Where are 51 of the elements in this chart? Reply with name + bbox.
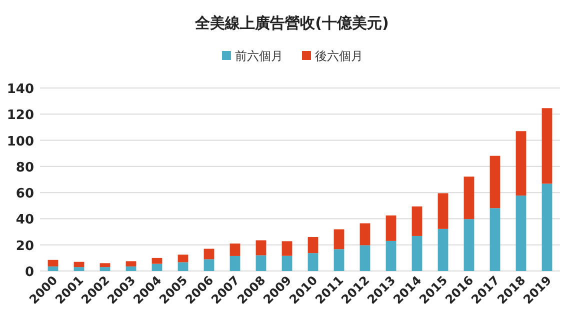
bar bbox=[516, 131, 526, 196]
bar bbox=[48, 266, 58, 271]
y-tick-label: 120 bbox=[6, 108, 34, 124]
bar bbox=[464, 176, 474, 220]
y-tick-label: 0 bbox=[24, 265, 34, 280]
bar bbox=[412, 206, 422, 236]
bar bbox=[152, 258, 162, 264]
y-tick-label: 140 bbox=[6, 82, 34, 97]
bar bbox=[48, 260, 58, 266]
bar bbox=[464, 219, 474, 271]
bar bbox=[204, 259, 214, 271]
bar bbox=[386, 215, 396, 241]
bar bbox=[126, 261, 136, 266]
bar bbox=[438, 228, 448, 271]
bar bbox=[74, 262, 84, 268]
bar bbox=[542, 108, 552, 184]
bar bbox=[230, 244, 240, 256]
bar bbox=[178, 254, 188, 262]
y-tick-label: 80 bbox=[16, 160, 34, 176]
bar bbox=[230, 256, 240, 271]
bar bbox=[360, 223, 370, 246]
bar bbox=[126, 266, 136, 271]
bar bbox=[282, 241, 292, 256]
bar bbox=[334, 229, 344, 250]
bar bbox=[204, 248, 214, 260]
bar bbox=[152, 264, 162, 271]
bar bbox=[308, 253, 318, 271]
bar bbox=[100, 267, 110, 271]
bar bbox=[490, 208, 500, 271]
y-tick-label: 20 bbox=[16, 238, 34, 254]
y-tick-label: 60 bbox=[16, 186, 34, 202]
bar bbox=[256, 240, 266, 256]
bar bbox=[334, 249, 344, 271]
legend-label: 後六個月 bbox=[315, 49, 363, 63]
y-tick-label: 40 bbox=[16, 212, 34, 228]
chart-title: 全美線上廣告營收(十億美元) bbox=[194, 14, 389, 32]
bar bbox=[360, 245, 370, 271]
bar bbox=[178, 262, 188, 271]
bar bbox=[516, 196, 526, 271]
bar bbox=[490, 156, 500, 208]
bar bbox=[100, 263, 110, 268]
bar bbox=[256, 255, 266, 271]
bar bbox=[386, 240, 396, 271]
bar bbox=[438, 193, 448, 229]
y-tick-label: 100 bbox=[6, 134, 34, 150]
bar bbox=[308, 237, 318, 254]
bar bbox=[282, 256, 292, 271]
bar bbox=[74, 267, 84, 271]
bar bbox=[412, 236, 422, 271]
bar bbox=[542, 184, 552, 271]
legend-label: 前六個月 bbox=[235, 49, 283, 63]
